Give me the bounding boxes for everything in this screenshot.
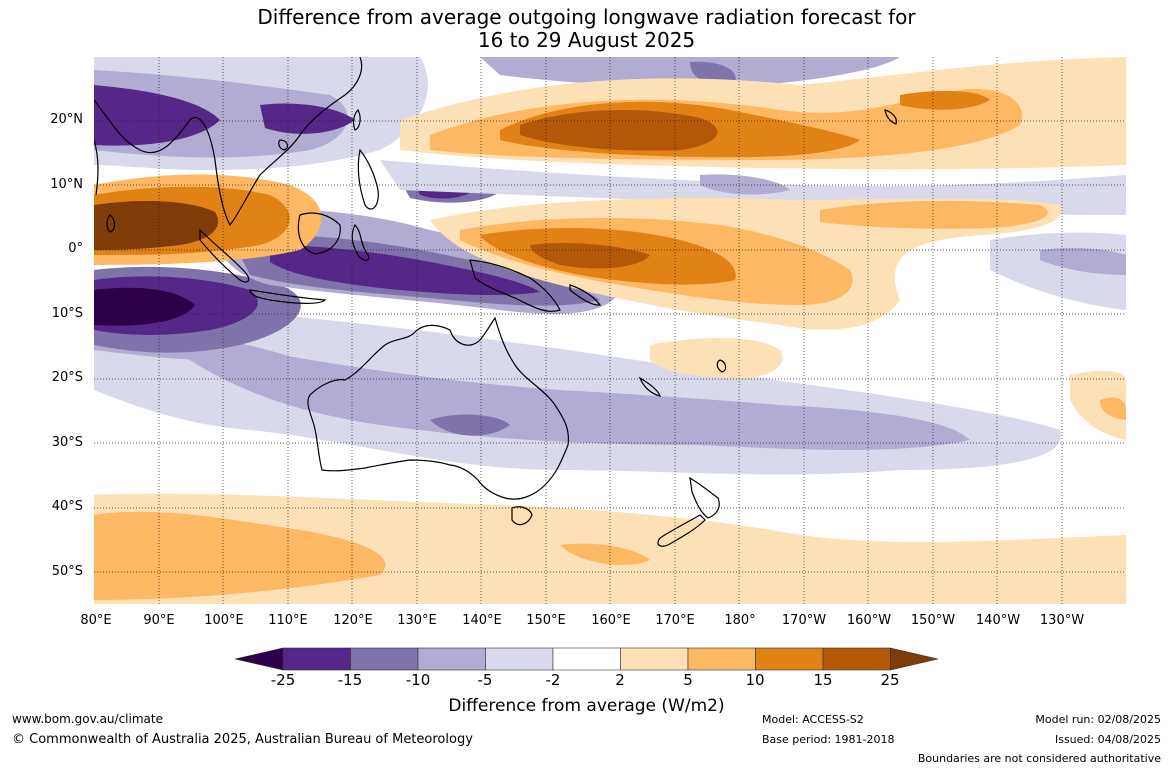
sumatra-outline [199,228,250,283]
model-name: Model: ACCESS-S2 [762,713,864,726]
lon-label: 180° [724,613,756,628]
lon-label: 160°W [846,613,892,628]
lon-label: 150°W [910,613,956,628]
negative-anomaly-band-south-moderate [150,330,970,450]
base-period: Base period: 1981-2018 [762,733,895,746]
colorbar-label: -5 [477,671,493,689]
boundaries-disclaimer: Boundaries are not considered authoritat… [917,752,1161,765]
colorbar-title: Difference from average (W/m2) [448,696,725,716]
colorbar-swatch [822,647,891,671]
hawaii-outline [884,109,897,125]
new-caledonia-outline [638,376,661,397]
solomon-islands-outline [569,284,602,306]
coastlines [94,57,897,547]
website-link[interactable]: www.bom.gov.au/climate [12,712,163,726]
lat-label: 50°S [51,564,83,579]
colorbar-label: -10 [405,671,431,689]
colorbar-label: -2 [545,671,561,689]
colorbar-swatch [417,647,486,671]
colorbar-swatch-highest [890,647,939,671]
taiwan-outline [352,108,361,131]
colorbar-label: 2 [615,671,625,689]
colorbar-label: -25 [270,671,296,689]
lon-label: 170°W [781,613,827,628]
lon-label: 140°E [462,613,502,628]
colorbar-label: 5 [683,671,693,689]
new-zealand-north-outline [689,476,720,519]
map-title-line2: 16 to 29 August 2025 [477,28,696,52]
colorbar-label: 15 [813,671,833,689]
lon-label: 130°W [1039,613,1085,628]
india-coast-outline [94,139,99,196]
lon-label: 110°E [268,613,308,628]
colorbar-swatch [282,647,351,671]
colorbar-swatch [687,647,756,671]
copyright-text: © Commonwealth of Australia 2025, Austra… [12,732,473,747]
lat-label: 20°N [50,112,83,127]
graticule [94,57,1126,604]
positive-anomaly-region-south-strong [94,511,386,600]
colorbar [234,647,939,671]
lon-label: 120°E [333,613,373,628]
colorbar-label: 25 [880,671,900,689]
lat-label: 40°S [51,499,83,514]
lat-label: 20°S [51,370,83,385]
hainan-outline [278,139,289,151]
sri-lanka-outline [106,214,116,233]
lon-label: 150°E [526,613,566,628]
colorbar-swatch [620,647,689,671]
new-zealand-south-outline [657,514,706,547]
tasmania-outline [511,506,533,526]
asia-coast-outline [94,57,363,227]
java-outline [249,289,327,304]
sulawesi-outline [351,223,370,261]
lon-label: 160°E [591,613,631,628]
colorbar-label: -15 [337,671,363,689]
lon-label: 90°E [143,613,175,628]
colorbar-swatch-lowest [234,647,284,671]
lat-label: 30°S [51,435,83,450]
lon-label: 140°W [975,613,1021,628]
lat-label: 0° [68,241,83,256]
lon-label: 170°E [655,613,695,628]
colorbar-swatch [755,647,824,671]
lat-label: 10°S [51,306,83,321]
model-run-date: Model run: 02/08/2025 [1035,713,1161,726]
lat-label: 10°N [50,177,83,192]
map-title-line1: Difference from average outgoing longwav… [257,5,916,29]
colorbar-swatch [552,647,621,671]
issued-date: Issued: 04/08/2025 [1054,733,1161,746]
borneo-outline [297,212,341,255]
positive-anomaly-region-south-pacific [650,338,783,378]
fiji-outline [716,359,727,373]
lon-label: 100°E [204,613,244,628]
philippines-outline [357,148,379,210]
lon-label: 130°E [397,613,437,628]
lon-label: 80°E [80,613,112,628]
colorbar-swatch [485,647,554,671]
colorbar-label: 10 [745,671,765,689]
colorbar-swatch [350,647,419,671]
australia-outline [307,316,570,500]
new-guinea-outline [469,259,561,312]
